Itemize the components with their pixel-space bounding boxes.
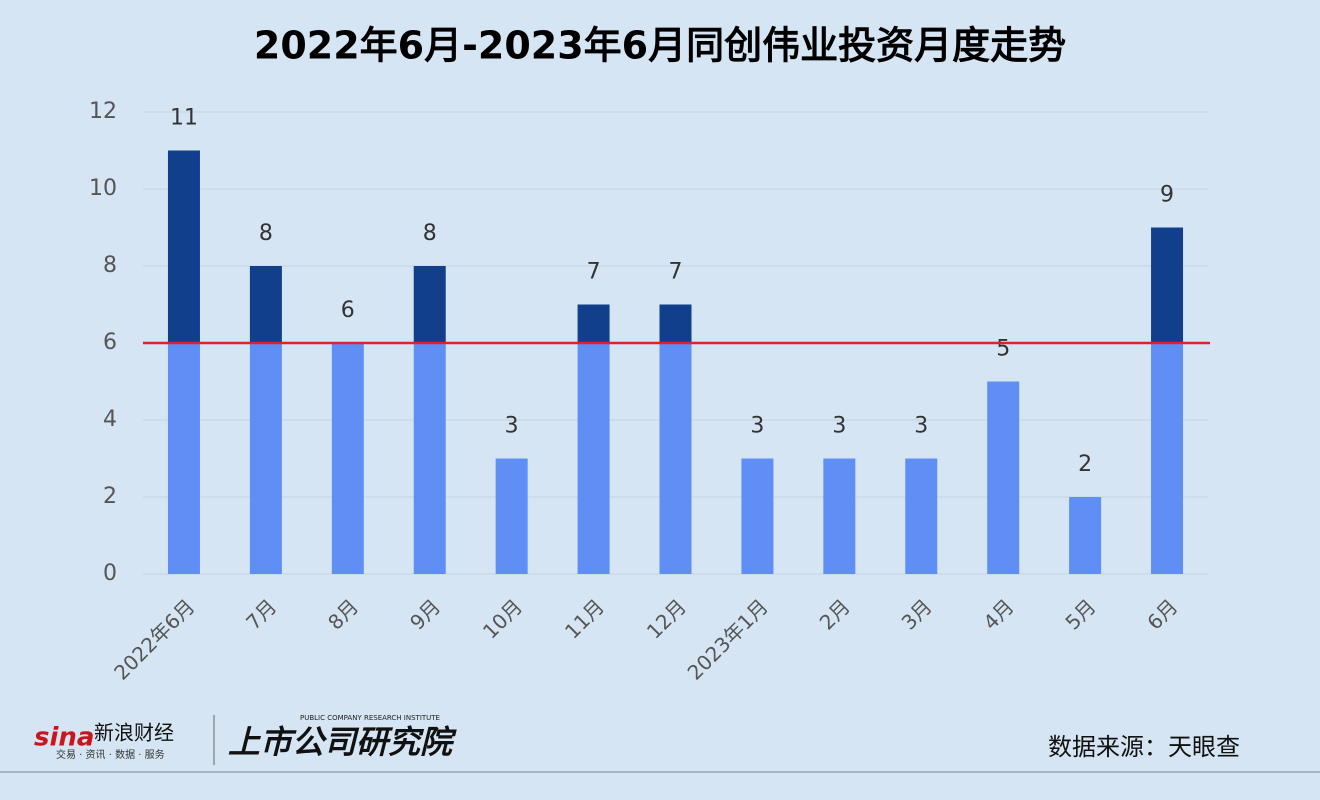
bar-above-threshold <box>659 304 692 343</box>
bar-above-threshold <box>1151 227 1184 343</box>
value-label: 3 <box>832 414 846 439</box>
value-label: 2 <box>1078 452 1092 477</box>
value-label: 7 <box>587 260 601 285</box>
chart-title: 2022年6月-2023年6月同创伟业投资月度走势 <box>254 24 1066 68</box>
bar <box>741 458 774 574</box>
y-tick-label: 4 <box>103 407 117 432</box>
bar <box>1069 497 1102 574</box>
bar-above-threshold <box>167 150 200 343</box>
bar <box>413 343 446 574</box>
bar <box>659 343 692 574</box>
value-label: 3 <box>505 414 519 439</box>
bar <box>495 458 528 574</box>
value-label: 11 <box>170 106 198 131</box>
value-label: 8 <box>259 221 273 246</box>
y-tick-label: 2 <box>103 484 117 509</box>
institute-name: 上市公司研究院 <box>228 723 457 761</box>
value-label: 8 <box>423 221 437 246</box>
bar <box>905 458 938 574</box>
bar <box>167 343 200 574</box>
value-label: 5 <box>996 337 1010 362</box>
value-label: 3 <box>750 414 764 439</box>
y-tick-label: 12 <box>89 99 117 124</box>
bar <box>249 343 282 574</box>
value-label: 3 <box>914 414 928 439</box>
bar <box>577 343 610 574</box>
y-tick-label: 0 <box>103 561 117 586</box>
bar <box>823 458 856 574</box>
value-label: 6 <box>341 298 355 323</box>
y-tick-label: 8 <box>103 253 117 278</box>
y-tick-label: 6 <box>103 330 117 355</box>
institute-en: PUBLIC COMPANY RESEARCH INSTITUTE <box>300 714 440 722</box>
bar <box>331 343 364 574</box>
source-note: 数据来源：天眼查 <box>1048 733 1240 761</box>
sina-logo: sina <box>34 723 94 753</box>
bar-above-threshold <box>249 266 282 343</box>
bar-above-threshold <box>577 304 610 343</box>
sina-name: 新浪财经 <box>94 721 174 745</box>
sina-slogan: 交易 · 资讯 · 数据 · 服务 <box>56 748 165 761</box>
value-label: 9 <box>1160 183 1174 208</box>
bar <box>987 381 1020 574</box>
y-tick-label: 10 <box>89 176 117 201</box>
bar-above-threshold <box>413 266 446 343</box>
bar <box>1151 343 1184 574</box>
value-label: 7 <box>669 260 683 285</box>
